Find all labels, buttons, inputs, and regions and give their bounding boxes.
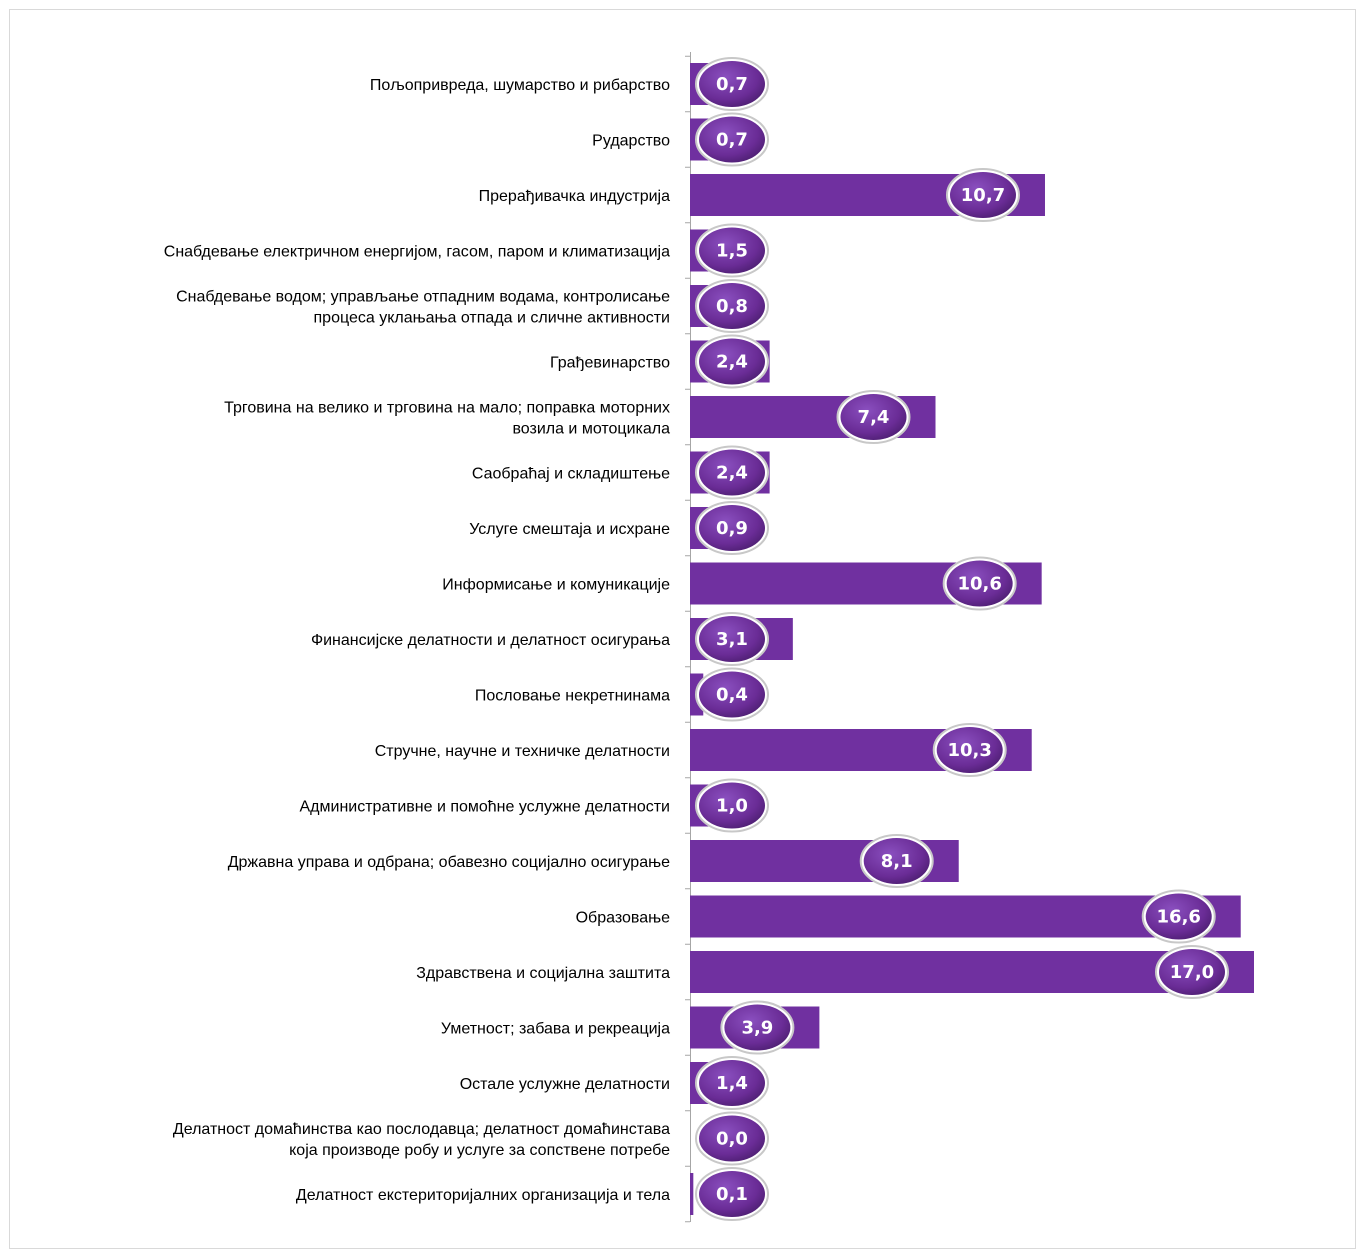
category-label: Услуге смештаја и исхране — [469, 521, 670, 538]
category-label: Државна управа и одбрана; обавезно социј… — [228, 854, 670, 871]
data-label: 2,4 — [716, 352, 748, 373]
data-label: 2,4 — [716, 463, 748, 484]
category-label: Рударство — [592, 133, 670, 150]
value-bubble — [699, 61, 765, 107]
data-label: 17,0 — [1170, 962, 1214, 983]
bar — [690, 1173, 694, 1215]
data-label: 3,1 — [716, 629, 748, 650]
value-bubble — [699, 227, 765, 274]
data-label: 10,6 — [957, 574, 1001, 595]
category-label: која производе робу и услуге за сопствен… — [289, 1142, 670, 1159]
data-label: 10,7 — [961, 185, 1005, 206]
category-label: Образовање — [576, 910, 671, 927]
value-bubble — [699, 338, 765, 385]
category-label: Пољопривреда, шумарство и рибарство — [370, 77, 670, 94]
data-label: 1,0 — [716, 796, 748, 817]
value-bubble — [863, 838, 930, 884]
data-label: 7,4 — [858, 407, 890, 428]
value-bubble — [840, 394, 907, 440]
category-label: Административне и помоћне услужне делатн… — [300, 799, 671, 816]
data-label: 1,5 — [716, 241, 748, 262]
data-label: 0,7 — [716, 130, 748, 151]
value-bubble — [1145, 893, 1212, 940]
data-label: 0,8 — [716, 296, 748, 317]
category-label: Здравствена и социјална заштита — [416, 965, 670, 982]
value-bubble — [699, 782, 765, 829]
value-bubble — [699, 616, 765, 662]
data-label: 0,1 — [716, 1184, 748, 1205]
value-bubble — [724, 1004, 791, 1051]
value-bubble — [1159, 949, 1225, 995]
category-label: Трговина на велико и трговина на мало; п… — [224, 400, 670, 417]
data-label: 16,6 — [1157, 907, 1201, 928]
value-bubble — [699, 671, 765, 718]
value-bubble — [699, 116, 765, 163]
category-label: Информисање и комуникације — [442, 577, 670, 594]
data-label: 0,9 — [716, 518, 748, 539]
category-label: Стручне, научне и техничке делатности — [375, 743, 670, 760]
category-label: Пословање некретнинама — [475, 688, 670, 705]
data-label: 8,1 — [881, 851, 913, 872]
value-bubble — [946, 560, 1013, 607]
category-label: Снабдевање водом; управљање отпадним вод… — [176, 289, 670, 306]
data-label: 0,0 — [716, 1129, 748, 1150]
value-bubble — [699, 505, 765, 551]
data-label: 0,4 — [716, 685, 748, 706]
data-label: 3,9 — [741, 1018, 773, 1039]
value-bubble — [949, 172, 1016, 218]
value-bubble — [936, 727, 1003, 773]
category-label: Прерађивачка индустрија — [479, 188, 670, 205]
data-label: 1,4 — [716, 1073, 748, 1094]
category-label: Снабдевање електричном енергијом, гасом,… — [164, 244, 670, 261]
category-label: Грађевинарство — [550, 355, 670, 372]
data-label: 0,7 — [716, 74, 748, 95]
value-bubble — [699, 283, 765, 329]
category-label: Делатност домаћинства као послодавца; де… — [173, 1121, 670, 1138]
category-label: процеса уклањања отпада и сличне активно… — [314, 310, 670, 327]
category-label: Делатност екстериторијалних организација… — [296, 1187, 670, 1204]
chart-frame — [9, 9, 1356, 1249]
value-bubble — [699, 1115, 765, 1162]
value-bubble — [699, 449, 765, 496]
category-label: Остале услужне делатности — [460, 1076, 670, 1093]
category-label: Финансијске делатности и делатност осигу… — [311, 632, 670, 649]
category-label: возила и мотоцикала — [512, 421, 670, 438]
data-label: 10,3 — [948, 740, 992, 761]
value-bubble — [699, 1171, 765, 1217]
category-label: Уметност; забава и рекреација — [441, 1021, 670, 1038]
value-bubble — [699, 1060, 765, 1106]
category-label: Саобраћај и складиштење — [472, 466, 670, 483]
